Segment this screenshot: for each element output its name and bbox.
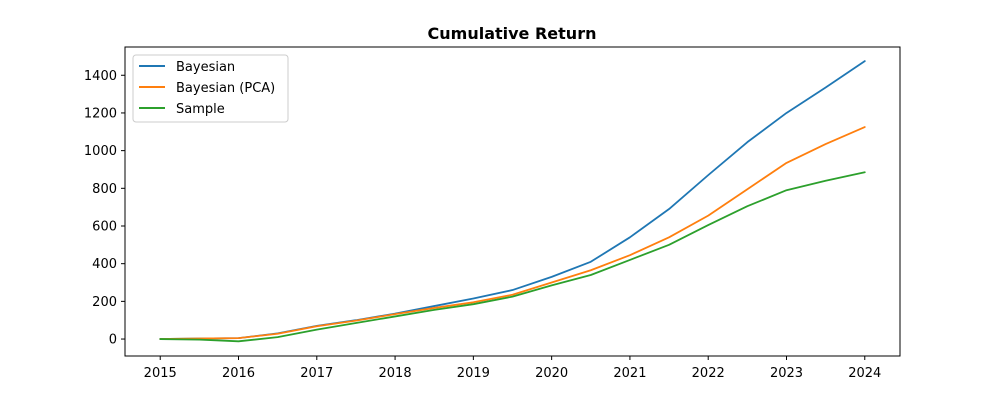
legend-label-2: Sample [176, 102, 225, 117]
legend: Bayesian Bayesian (PCA) Sample [132, 54, 289, 123]
y-tick-label: 400 [92, 257, 117, 272]
x-tick-label: 2019 [457, 366, 490, 381]
series-line-2 [159, 171, 866, 343]
y-tick-label: 0 [109, 333, 117, 348]
x-tick-label: 2022 [692, 366, 725, 381]
y-tick-label: 800 [92, 182, 117, 197]
y-tick-label: 1000 [84, 144, 117, 159]
legend-box [132, 54, 289, 123]
x-tick-label: 2024 [848, 366, 881, 381]
plot-frame [124, 46, 901, 357]
x-tick-label: 2023 [770, 366, 803, 381]
x-tick-label: 2015 [144, 366, 177, 381]
x-tick-label: 2016 [222, 366, 255, 381]
y-tick-label: 1400 [84, 69, 117, 84]
x-tick-label: 2021 [613, 366, 646, 381]
x-tick-label: 2020 [535, 366, 568, 381]
x-axis: 2015 2016 2017 2018 2019 2020 2021 2022 2023 2024 [144, 356, 881, 381]
y-tick-label: 600 [92, 219, 117, 234]
y-tick-label: 1200 [84, 106, 117, 121]
legend-label-0: Bayesian [176, 60, 235, 75]
x-tick-label: 2018 [379, 366, 412, 381]
x-tick-label: 2017 [300, 366, 333, 381]
legend-label-1: Bayesian (PCA) [176, 81, 275, 96]
chart-title: Cumulative Return [428, 24, 597, 43]
y-axis: 0 200 400 600 800 1000 1200 1400 [84, 69, 125, 348]
series-line-1 [159, 126, 866, 340]
y-tick-label: 200 [92, 295, 117, 310]
series-layer [159, 60, 866, 343]
